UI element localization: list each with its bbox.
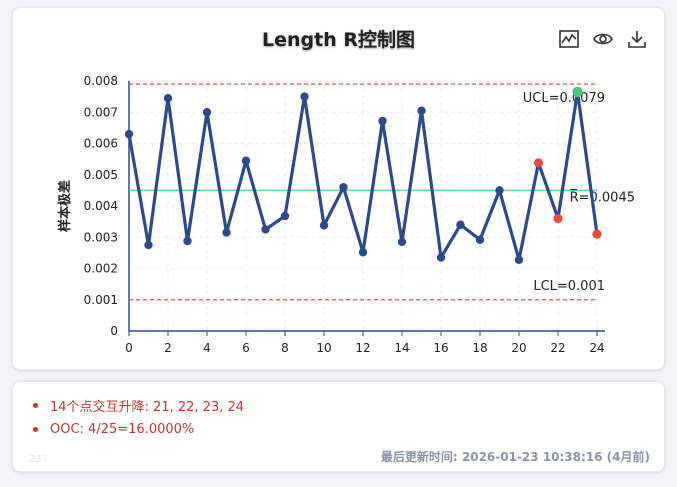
- y-tick-label: 0.005: [84, 168, 118, 182]
- rule-text: OOC: 4/25=16.0000%: [50, 422, 195, 437]
- rule-item: OOC: 4/25=16.0000%: [33, 422, 194, 437]
- y-tick-label: 0.006: [84, 137, 118, 151]
- data-point: [222, 228, 231, 237]
- data-point: [339, 183, 348, 192]
- highlight-point: [572, 86, 583, 98]
- y-tick-label: 0.007: [84, 105, 118, 119]
- rule-item: 14个点交互升降: 21, 22, 23, 24: [33, 396, 244, 415]
- y-tick-label: 0.002: [84, 262, 118, 276]
- x-tick-label: 10: [316, 341, 331, 355]
- ooc-point: [592, 229, 602, 239]
- x-tick-label: 14: [394, 341, 409, 355]
- chart-title: Length R控制图: [262, 29, 415, 51]
- chart-toolbar: [558, 28, 648, 50]
- record-id: 237: [29, 454, 49, 465]
- data-point: [417, 106, 426, 115]
- y-tick-label: 0.001: [84, 293, 118, 307]
- x-tick-label: 16: [433, 341, 448, 355]
- data-point: [144, 240, 153, 250]
- data-point: [378, 116, 387, 126]
- chart-card: Length R控制图 0 0.001 0.002 0.003 0.004 0.005 0.…: [12, 7, 665, 370]
- data-point: [514, 255, 524, 264]
- data-point: [436, 253, 446, 262]
- x-tick-label: 20: [511, 341, 526, 355]
- data-point: [124, 129, 134, 139]
- download-icon[interactable]: [626, 28, 648, 50]
- rule-text: 14个点交互升降: 21, 22, 23, 24: [50, 400, 245, 415]
- x-tick-label: 2: [164, 341, 172, 355]
- ooc-point: [553, 213, 563, 224]
- lcl-label: LCL=0.001: [533, 279, 605, 294]
- x-tick-label: 8: [281, 341, 289, 355]
- r-control-chart: 0 0.001 0.002 0.003 0.004 0.005 0.006 0.007 0.00…: [57, 74, 635, 355]
- last-updated: 最后更新时间: 2026-01-23 10:38:16 (4月前): [380, 450, 650, 464]
- y-axis-label: 样本极差: [57, 180, 73, 232]
- y-tick-label: 0.004: [84, 199, 118, 213]
- data-point: [280, 211, 290, 221]
- x-tick-label: 18: [472, 341, 487, 355]
- data-point: [183, 236, 192, 246]
- x-tick-label: 0: [125, 341, 133, 355]
- x-tick-label: 12: [355, 341, 370, 355]
- line-chart-icon[interactable]: [558, 28, 580, 50]
- data-point: [319, 221, 329, 230]
- data-point: [202, 108, 212, 117]
- ooc-point: [533, 158, 544, 168]
- data-point: [241, 156, 251, 165]
- data-point: [495, 186, 504, 195]
- data-point: [397, 237, 407, 247]
- data-point: [475, 235, 485, 244]
- x-tick-label: 4: [203, 341, 211, 355]
- data-point: [163, 93, 173, 103]
- x-tick-label: 6: [242, 341, 250, 355]
- eye-icon[interactable]: [592, 28, 614, 50]
- center-label: R̅=0.0045: [570, 189, 635, 205]
- x-tick-label: 22: [550, 341, 565, 355]
- y-tick-label: 0.008: [84, 74, 118, 88]
- y-tick-label: 0.003: [84, 230, 118, 244]
- bullet-icon: [33, 403, 38, 408]
- data-point: [300, 92, 309, 101]
- x-tick-label: 24: [589, 341, 604, 355]
- data-point: [261, 225, 270, 234]
- info-card: 14个点交互升降: 21, 22, 23, 24 OOC: 4/25=16.00…: [12, 381, 665, 472]
- data-point: [456, 220, 465, 229]
- data-point: [358, 248, 368, 257]
- bullet-icon: [33, 427, 38, 432]
- ucl-label: UCL=0.0079: [523, 91, 605, 106]
- y-tick-label: 0: [110, 324, 118, 338]
